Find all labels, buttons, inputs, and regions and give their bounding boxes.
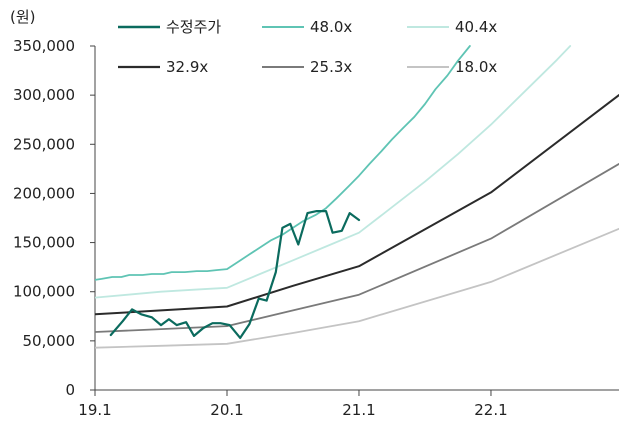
series-line-48-0x	[95, 45, 471, 281]
legend-label-price: 수정주가	[166, 18, 221, 36]
series-line-25-3x	[95, 163, 619, 333]
y-tick-label: 100,000	[13, 283, 75, 301]
y-tick-label: 250,000	[13, 135, 75, 153]
x-tick-label: 19.1	[78, 401, 111, 419]
x-tick-label: 20.1	[210, 401, 243, 419]
x-axis: 19.1 20.1 21.1 22.1	[78, 389, 619, 419]
series-line-32-9x	[95, 94, 619, 316]
x-tick-label: 21.1	[342, 401, 375, 419]
y-unit-label: (원)	[10, 8, 36, 26]
legend-label-18-0x: 18.0x	[455, 58, 497, 76]
y-tick-label: 200,000	[13, 184, 75, 202]
series-layer	[95, 45, 619, 349]
series-line-40-4x	[95, 45, 572, 299]
series-line-18-0x	[95, 227, 619, 349]
legend-label-40-4x: 40.4x	[455, 18, 497, 36]
legend: 수정주가 48.0x 40.4x 32.9x 25.3x 18.0x	[118, 18, 497, 76]
legend-label-48-0x: 48.0x	[310, 18, 352, 36]
y-tick-label: 0	[65, 381, 75, 399]
legend-label-25-3x: 25.3x	[310, 58, 352, 76]
y-tick-label: 50,000	[23, 332, 76, 350]
legend-label-32-9x: 32.9x	[166, 58, 208, 76]
y-axis: 350,000 300,000 250,000 200,000 150,000 100,0…	[13, 37, 96, 399]
y-tick-label: 150,000	[13, 234, 75, 252]
y-tick-label: 300,000	[13, 86, 75, 104]
y-tick-label: 350,000	[13, 37, 75, 55]
series-line-price	[109, 210, 361, 339]
x-tick-label: 22.1	[474, 401, 507, 419]
